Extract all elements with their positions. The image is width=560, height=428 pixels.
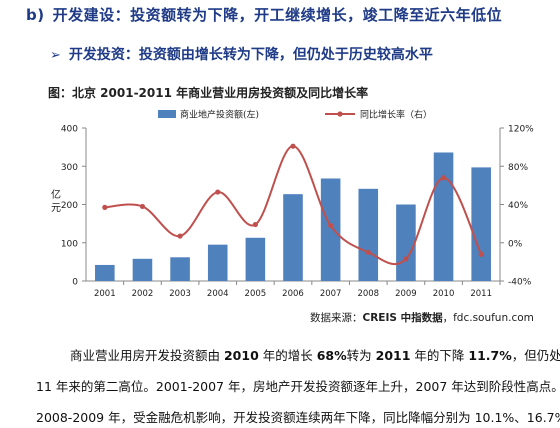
bar bbox=[95, 264, 115, 281]
legend-label: 商业地产投资额(左) bbox=[180, 109, 259, 121]
legend-layer: 商业地产投资额(左) 同比增长率（右） bbox=[158, 109, 432, 121]
bar bbox=[207, 244, 228, 281]
sub-heading-text: 开发投资：投资额由增长转为下降，但仍处于历史较高水平 bbox=[68, 47, 433, 63]
y2-tick-label: -40% bbox=[508, 278, 532, 288]
sub-heading: ➢ 开发投资：投资额由增长转为下降，但仍处于历史较高水平 bbox=[50, 44, 433, 64]
text-run: ，但仍处于近 bbox=[511, 348, 560, 363]
y-axis-label: 亿 bbox=[51, 188, 61, 201]
growth-rate-point bbox=[252, 221, 258, 228]
source-url: ，fdc.soufun.com bbox=[442, 312, 534, 324]
x-tick-label: 2001 bbox=[94, 289, 116, 299]
y2-tick-label: 0% bbox=[508, 239, 523, 249]
growth-rate-point bbox=[139, 203, 146, 210]
legend-bar-swatch bbox=[158, 110, 176, 118]
axes-layer: 0 100 200 300 400 -40% 0% 40% 80% 120% 亿元 2001 2002 2… bbox=[51, 125, 534, 300]
x-tick-label: 2002 bbox=[132, 289, 154, 299]
legend-line-marker bbox=[337, 111, 343, 117]
paragraph-line-3: 2008-2009 年，受金融危机影响，开发投资额连续两年下降，同比降幅分别为 … bbox=[36, 410, 560, 425]
bar bbox=[396, 204, 416, 281]
x-tick-label: 2003 bbox=[169, 289, 191, 299]
x-tick-label: 2007 bbox=[320, 289, 342, 299]
bar bbox=[283, 194, 303, 281]
y-tick-label: 300 bbox=[61, 163, 78, 173]
text-run: 2011 bbox=[375, 348, 411, 363]
bar bbox=[132, 258, 153, 281]
x-tick-label: 2009 bbox=[395, 289, 417, 299]
x-tick-label: 2011 bbox=[470, 289, 492, 299]
growth-rate-point bbox=[478, 251, 484, 257]
source-brand: CREIS 中指数据 bbox=[362, 312, 443, 324]
bar bbox=[358, 188, 379, 281]
section-marker: b) bbox=[26, 6, 45, 24]
legend-label: 同比增长率（右） bbox=[360, 109, 432, 121]
bar bbox=[170, 257, 190, 281]
bar bbox=[320, 178, 341, 281]
y2-tick-label: 120% bbox=[508, 125, 534, 135]
text-run: 转为 bbox=[346, 348, 376, 363]
y-tick-label: 200 bbox=[61, 201, 78, 211]
growth-rate-point bbox=[290, 143, 296, 149]
growth-rate-point bbox=[102, 204, 108, 210]
x-tick-label: 2004 bbox=[207, 289, 229, 299]
text-run: 年的下降 bbox=[410, 348, 469, 363]
text-run: 68% bbox=[316, 348, 347, 363]
arrow-bullet-icon: ➢ bbox=[50, 48, 61, 63]
line-layer bbox=[102, 143, 484, 265]
y-tick-label: 0 bbox=[72, 278, 78, 288]
growth-rate-point bbox=[328, 222, 334, 229]
text-run: 年的增长 bbox=[258, 348, 317, 363]
text-run: 商业营业用房开发投资额由 bbox=[70, 348, 224, 363]
x-tick-label: 2006 bbox=[282, 289, 304, 299]
bar bbox=[433, 152, 454, 281]
x-tick-label: 2008 bbox=[357, 289, 379, 299]
bars-layer bbox=[95, 152, 491, 281]
y2-tick-label: 40% bbox=[508, 201, 528, 211]
growth-rate-point bbox=[365, 249, 371, 255]
bar bbox=[471, 167, 491, 281]
paragraph-line-2: 11 年来的第二高位。2001-2007 年，房地产开发投资额逐年上升，2007… bbox=[36, 379, 560, 394]
bar bbox=[245, 237, 266, 281]
growth-rate-point bbox=[177, 233, 183, 239]
growth-rate-point bbox=[403, 256, 409, 262]
y-axis-label: 元 bbox=[51, 203, 61, 214]
paragraph-line-1: 商业营业用房开发投资额由 2010 年的增长 68%转为 2011 年的下降 1… bbox=[70, 345, 560, 364]
chart: 0 100 200 300 400 -40% 0% 40% 80% 120% 亿元 2001 2002 2… bbox=[51, 109, 534, 300]
source-label: 数据来源： bbox=[310, 312, 363, 324]
y2-tick-label: 80% bbox=[508, 163, 528, 173]
growth-rate-point bbox=[215, 189, 221, 195]
figure-caption: 图：北京 2001-2011 年商业营业用房投资额及同比增长率 bbox=[48, 86, 369, 100]
x-tick-label: 2005 bbox=[245, 289, 267, 299]
text-run: 11.7% bbox=[468, 348, 512, 363]
x-tick-label: 2010 bbox=[433, 289, 455, 299]
data-source: 数据来源：CREIS 中指数据，fdc.soufun.com bbox=[310, 310, 534, 325]
y-tick-label: 400 bbox=[61, 125, 78, 135]
text-run: 2010 bbox=[223, 348, 259, 363]
section-heading-text: 开发建设：投资额转为下降，开工继续增长，竣工降至近六年低位 bbox=[52, 6, 503, 24]
section-heading: b) 开发建设：投资额转为下降，开工继续增长，竣工降至近六年低位 bbox=[26, 4, 502, 25]
y-tick-label: 100 bbox=[61, 239, 78, 249]
growth-rate-point bbox=[440, 175, 447, 181]
